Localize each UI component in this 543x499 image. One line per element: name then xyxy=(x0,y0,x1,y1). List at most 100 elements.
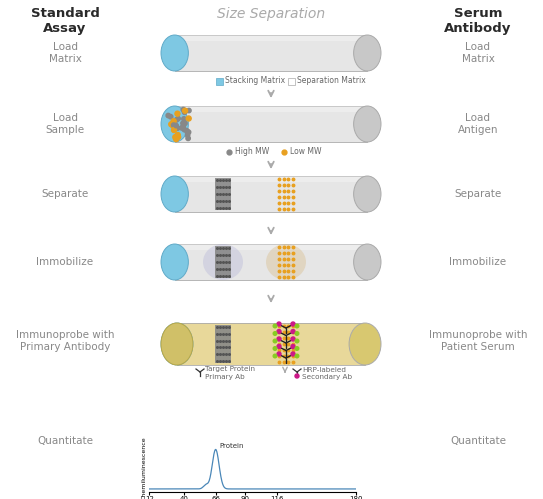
Circle shape xyxy=(273,339,277,343)
Text: Protein: Protein xyxy=(219,443,244,449)
Text: Stacking Matrix: Stacking Matrix xyxy=(225,76,285,85)
Bar xyxy=(175,106,367,142)
Ellipse shape xyxy=(266,244,306,280)
Circle shape xyxy=(175,111,180,116)
Text: Standard
Assay: Standard Assay xyxy=(30,7,99,35)
Circle shape xyxy=(185,133,190,137)
Circle shape xyxy=(291,322,295,326)
Circle shape xyxy=(273,354,277,358)
Circle shape xyxy=(183,121,187,126)
Circle shape xyxy=(187,108,191,113)
Circle shape xyxy=(291,337,295,341)
Circle shape xyxy=(180,126,184,130)
Circle shape xyxy=(277,337,281,341)
Text: Load
Antigen: Load Antigen xyxy=(458,113,498,135)
Bar xyxy=(288,77,295,84)
Circle shape xyxy=(171,123,175,128)
Ellipse shape xyxy=(353,35,381,71)
Circle shape xyxy=(168,114,173,119)
Bar xyxy=(215,246,231,278)
Circle shape xyxy=(185,130,190,135)
Text: Quantitate: Quantitate xyxy=(37,436,93,446)
Circle shape xyxy=(186,130,191,134)
Circle shape xyxy=(273,347,277,350)
Circle shape xyxy=(277,344,281,348)
Circle shape xyxy=(176,116,180,121)
Bar xyxy=(177,323,365,365)
Text: Separate: Separate xyxy=(454,189,502,199)
Circle shape xyxy=(277,322,281,326)
Bar xyxy=(175,244,367,250)
Circle shape xyxy=(295,347,299,350)
Text: Serum
Antibody: Serum Antibody xyxy=(444,7,512,35)
Circle shape xyxy=(291,352,295,356)
Circle shape xyxy=(182,110,187,114)
Text: Immunoprobe with
Primary Antibody: Immunoprobe with Primary Antibody xyxy=(16,330,114,352)
Circle shape xyxy=(295,354,299,358)
Text: Target Protein
Primary Ab: Target Protein Primary Ab xyxy=(205,366,255,380)
Text: Load
Matrix: Load Matrix xyxy=(462,42,495,64)
Circle shape xyxy=(181,121,185,125)
Text: Low MW: Low MW xyxy=(290,147,321,156)
Bar xyxy=(175,176,367,212)
Circle shape xyxy=(295,332,299,335)
Circle shape xyxy=(186,136,191,141)
Circle shape xyxy=(169,122,174,127)
Circle shape xyxy=(273,324,277,328)
Circle shape xyxy=(181,124,185,129)
Y-axis label: Chemiluminescence: Chemiluminescence xyxy=(142,436,147,499)
Text: Separation Matrix: Separation Matrix xyxy=(297,76,366,85)
Ellipse shape xyxy=(353,106,381,142)
Circle shape xyxy=(273,332,277,335)
Bar xyxy=(215,325,231,363)
Ellipse shape xyxy=(161,323,193,365)
Text: HRP-labeled
Secondary Ab: HRP-labeled Secondary Ab xyxy=(302,366,352,380)
Circle shape xyxy=(182,108,187,113)
Circle shape xyxy=(291,344,295,348)
Bar xyxy=(175,176,367,183)
Bar xyxy=(175,106,367,112)
Circle shape xyxy=(295,324,299,328)
Circle shape xyxy=(171,119,176,124)
Ellipse shape xyxy=(203,244,243,280)
Circle shape xyxy=(174,137,179,142)
Bar xyxy=(175,244,367,280)
Circle shape xyxy=(185,129,189,133)
Circle shape xyxy=(174,123,178,128)
Circle shape xyxy=(175,134,181,139)
Text: Separate: Separate xyxy=(41,189,89,199)
Circle shape xyxy=(166,113,171,118)
Text: Size Separation: Size Separation xyxy=(217,7,325,21)
Text: Immobilize: Immobilize xyxy=(36,257,93,267)
Circle shape xyxy=(172,128,176,133)
Circle shape xyxy=(181,107,186,112)
Ellipse shape xyxy=(161,323,193,365)
Ellipse shape xyxy=(161,35,188,71)
Ellipse shape xyxy=(353,176,381,212)
Ellipse shape xyxy=(349,323,381,365)
Circle shape xyxy=(173,135,178,140)
Text: Immunoprobe with
Patient Serum: Immunoprobe with Patient Serum xyxy=(429,330,527,352)
Text: Quantitate: Quantitate xyxy=(450,436,506,446)
Circle shape xyxy=(175,126,180,130)
Bar xyxy=(175,35,367,71)
Bar xyxy=(175,35,367,41)
Ellipse shape xyxy=(161,244,188,280)
Circle shape xyxy=(277,352,281,356)
Bar xyxy=(215,178,231,210)
Text: Load
Sample: Load Sample xyxy=(46,113,85,135)
Circle shape xyxy=(277,329,281,333)
Circle shape xyxy=(295,339,299,343)
Ellipse shape xyxy=(161,176,188,212)
Text: High MW: High MW xyxy=(235,147,269,156)
Circle shape xyxy=(172,123,176,127)
Circle shape xyxy=(175,132,180,138)
Circle shape xyxy=(182,117,186,121)
Text: Load
Matrix: Load Matrix xyxy=(48,42,81,64)
Ellipse shape xyxy=(161,106,188,142)
Circle shape xyxy=(291,329,295,333)
Ellipse shape xyxy=(353,244,381,280)
Circle shape xyxy=(186,116,191,121)
Circle shape xyxy=(174,118,179,122)
Circle shape xyxy=(182,127,187,132)
